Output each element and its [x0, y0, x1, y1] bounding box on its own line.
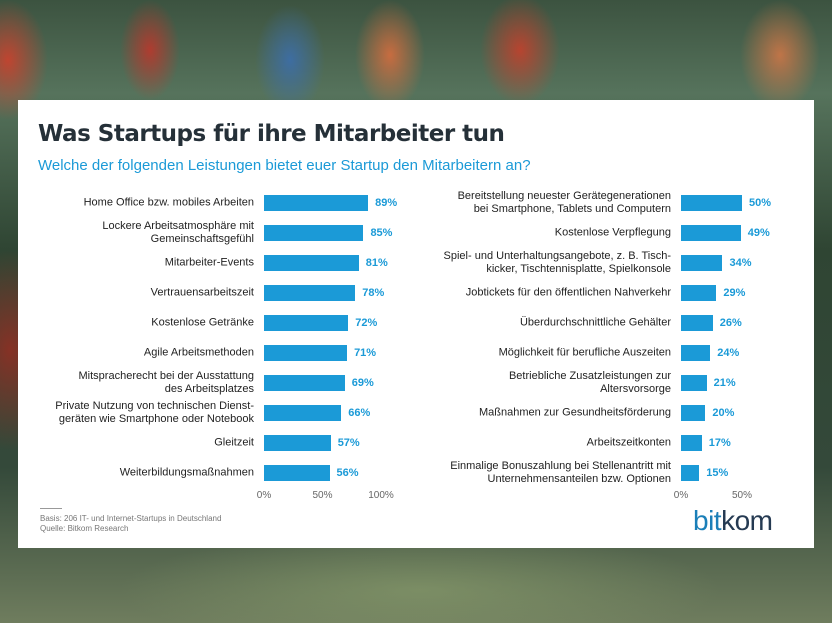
logo-part: bit [693, 505, 722, 536]
title: Was Startups für ihre Mitarbeiter tun [38, 121, 505, 147]
bar [681, 465, 700, 481]
category-label: Gleitzeit [214, 436, 254, 449]
value-label: 81% [365, 257, 388, 269]
value-label: 17% [708, 437, 731, 449]
x-tick-label: 0% [673, 490, 689, 501]
category-label: Spiel- und Unterhaltungsangebote, z. B. … [443, 250, 671, 275]
category-label: Überdurchschnittliche Gehälter [519, 316, 671, 329]
bar [264, 465, 330, 481]
bar [264, 255, 359, 271]
value-label: 89% [375, 197, 398, 209]
category-label: Weiterbildungsmaßnahmen [119, 466, 254, 479]
footnote: Quelle: Bitkom Research [40, 524, 129, 533]
bar [264, 435, 331, 451]
category-label: Jobtickets für den öffentlichen Nahverke… [465, 286, 671, 299]
value-label: 66% [348, 407, 371, 419]
bar [264, 375, 345, 391]
category-label: Mitarbeiter-Events [164, 256, 254, 269]
category-label: Arbeitszeitkonten [586, 436, 671, 449]
x-tick-label: 100% [368, 490, 394, 501]
bar [681, 315, 713, 331]
value-label: 26% [719, 317, 742, 329]
category-label: Betriebliche Zusatzleistungen zur Alters… [508, 370, 671, 395]
subtitle: Welche der folgenden Leistungen bietet e… [38, 157, 531, 174]
value-label: 15% [706, 467, 729, 479]
bar [681, 225, 741, 241]
category-label: Kostenlose Verpflegung [554, 226, 671, 239]
value-label: 50% [749, 197, 772, 209]
category-label: Möglichkeit für berufliche Auszeiten [498, 346, 671, 359]
bar [681, 285, 717, 301]
value-label: 21% [713, 377, 736, 389]
value-label: 57% [337, 437, 360, 449]
x-tick-label: 0% [256, 490, 272, 501]
bar [681, 195, 742, 211]
logo-part: kom [721, 505, 773, 536]
value-label: 78% [362, 287, 385, 299]
category-label: Private Nutzung von technischen Dienst- … [55, 400, 254, 425]
footnote-rule [40, 508, 62, 509]
bar [264, 195, 369, 211]
category-label: Vertrauensarbeitszeit [150, 286, 254, 299]
value-label: 24% [717, 347, 740, 359]
x-tick-label: 50% [312, 490, 333, 501]
value-label: 34% [729, 257, 752, 269]
value-label: 85% [370, 227, 393, 239]
footnote: Basis: 206 IT- und Internet-Startups in … [40, 514, 222, 523]
bar [681, 255, 723, 271]
bar [264, 225, 364, 241]
value-label: 56% [336, 467, 359, 479]
category-label: Agile Arbeitsmethoden [143, 346, 254, 359]
bar [264, 315, 349, 331]
category-label: Einmalige Bonuszahlung bei Stellenantrit… [450, 460, 671, 485]
category-label: Home Office bzw. mobiles Arbeiten [83, 196, 254, 209]
bar [264, 405, 342, 421]
bar [681, 375, 707, 391]
value-label: 72% [355, 317, 378, 329]
bar [264, 285, 356, 301]
value-label: 29% [723, 287, 746, 299]
x-tick-label: 50% [731, 490, 753, 501]
category-label: Mitspracherecht bei der Ausstattung des … [78, 370, 254, 395]
category-label: Maßnahmen zur Gesundheitsförderung [479, 406, 671, 419]
category-label: Kostenlose Getränke [151, 316, 254, 329]
category-label: Lockere Arbeitsatmosphäre mit Gemeinscha… [102, 220, 254, 245]
logo: bitkom [693, 505, 773, 537]
value-label: 69% [351, 377, 374, 389]
bar [264, 345, 348, 361]
bar [681, 345, 711, 361]
category-label: Bereitstellung neuester Gerätegeneration… [457, 190, 671, 215]
value-label: 20% [712, 407, 735, 419]
value-label: 71% [354, 347, 377, 359]
value-label: 49% [747, 227, 770, 239]
bar [681, 435, 702, 451]
bar [681, 405, 706, 421]
